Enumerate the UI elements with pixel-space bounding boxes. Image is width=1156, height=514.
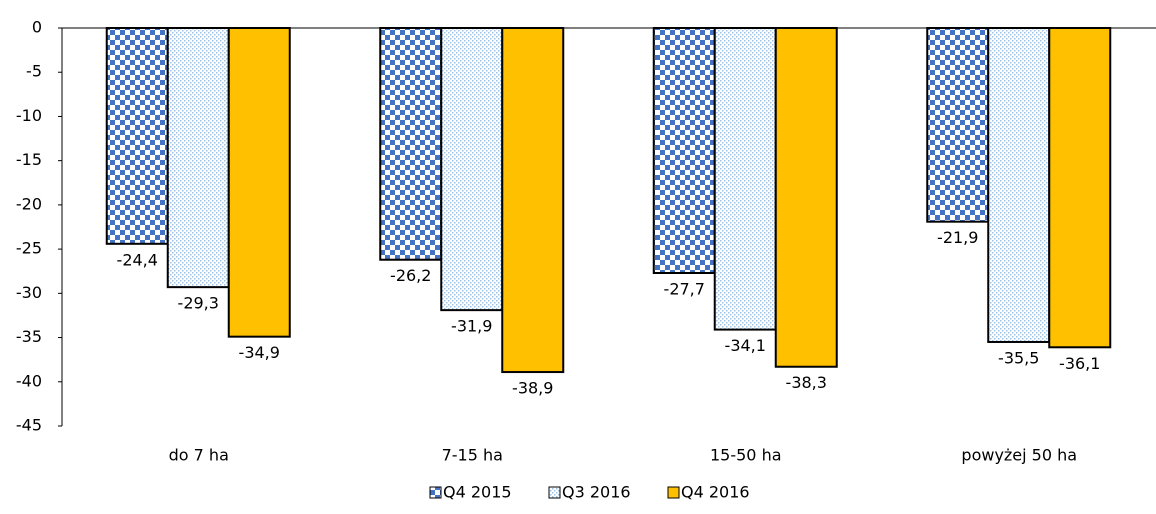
data-label: -29,3 [178,294,219,313]
legend-label: Q3 2016 [562,483,631,502]
bar [987,27,1051,343]
bar [105,27,169,245]
bar [501,27,565,374]
x-tick-label: 7-15 ha [442,446,503,465]
bar [166,27,230,289]
y-tick-label: -25 [16,239,42,258]
data-label: -26,2 [390,266,431,285]
legend-label: Q4 2015 [443,483,512,502]
data-label: -35,5 [998,348,1039,367]
bar [379,27,443,261]
bar [926,27,990,223]
legend-swatch [667,486,680,499]
y-tick-label: -15 [16,150,42,169]
data-label: -38,3 [786,373,827,392]
bar [713,27,777,331]
data-label: -34,1 [725,336,766,355]
y-tick-label: -30 [16,283,42,302]
data-label: -27,7 [664,279,705,298]
y-tick-label: -40 [16,371,42,390]
bar [652,27,716,274]
y-tick-label: -45 [16,416,42,435]
y-tick-label: -5 [26,62,42,81]
x-tick-label: 15-50 ha [710,446,782,465]
data-label: -31,9 [451,317,492,336]
y-tick-label: -20 [16,194,42,213]
data-label: -38,9 [512,379,553,398]
bar [1048,27,1112,349]
legend-label: Q4 2016 [681,483,750,502]
y-tick-label: 0 [32,18,42,37]
data-label: -24,4 [117,250,158,269]
y-tick-label: -35 [16,327,42,346]
x-tick-label: powyżej 50 ha [961,446,1077,465]
data-label: -36,1 [1059,354,1100,373]
bar [440,27,504,312]
data-label: -21,9 [937,228,978,247]
x-tick-label: do 7 ha [169,446,229,465]
data-label: -34,9 [239,343,280,362]
legend-swatch [429,486,442,499]
y-tick-label: -10 [16,106,42,125]
bar [774,27,838,368]
bar [227,27,291,338]
legend-swatch [548,486,561,499]
